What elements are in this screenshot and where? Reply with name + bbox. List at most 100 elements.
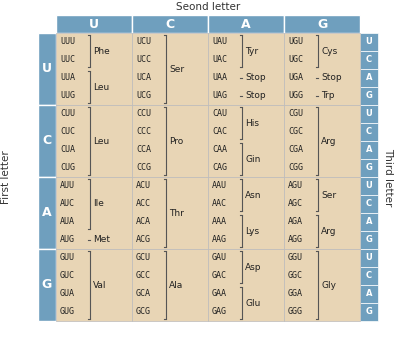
Text: GAU: GAU	[212, 253, 227, 262]
Bar	[56, 177, 132, 249]
Text: Asn: Asn	[245, 190, 262, 199]
Bar	[132, 15, 208, 33]
Text: ACU: ACU	[136, 182, 151, 190]
Text: CGG: CGG	[288, 163, 303, 173]
Bar	[56, 33, 132, 105]
Bar	[208, 249, 284, 321]
Text: AGA: AGA	[288, 217, 303, 226]
Text: First letter: First letter	[1, 150, 11, 204]
Bar	[360, 33, 378, 51]
Text: C: C	[366, 56, 372, 64]
Text: C: C	[366, 199, 372, 209]
Text: CGA: CGA	[288, 146, 303, 154]
Text: Arg: Arg	[321, 226, 336, 236]
Bar	[360, 159, 378, 177]
Bar	[360, 249, 378, 267]
Text: GGA: GGA	[288, 289, 303, 299]
Bar	[208, 177, 284, 249]
Text: UCC: UCC	[136, 56, 151, 64]
Text: GUA: GUA	[60, 289, 75, 299]
Bar	[38, 105, 56, 177]
Text: CCC: CCC	[136, 127, 151, 136]
Text: A: A	[366, 217, 372, 226]
Text: AAC: AAC	[212, 199, 227, 209]
Text: A: A	[366, 289, 372, 299]
Text: CAG: CAG	[212, 163, 227, 173]
Text: AAU: AAU	[212, 182, 227, 190]
Text: Thr: Thr	[169, 209, 184, 217]
Text: UUC: UUC	[60, 56, 75, 64]
Text: Lys: Lys	[245, 226, 259, 236]
Text: UCU: UCU	[136, 37, 151, 47]
Text: Third letter: Third letter	[383, 148, 393, 206]
Bar	[56, 105, 132, 177]
Text: AGG: AGG	[288, 236, 303, 245]
Text: GAC: GAC	[212, 272, 227, 280]
Bar	[38, 249, 56, 321]
Bar	[208, 15, 284, 33]
Text: CAC: CAC	[212, 127, 227, 136]
Text: C: C	[166, 18, 174, 30]
Text: Pro: Pro	[169, 136, 183, 146]
Text: UUA: UUA	[60, 74, 75, 83]
Text: CCA: CCA	[136, 146, 151, 154]
Text: U: U	[89, 18, 99, 30]
Text: U: U	[366, 37, 372, 47]
Text: G: G	[366, 236, 372, 245]
Text: UAG: UAG	[212, 91, 227, 100]
Text: CGU: CGU	[288, 110, 303, 119]
Text: G: G	[366, 308, 372, 316]
Text: AAG: AAG	[212, 236, 227, 245]
Text: Ala: Ala	[169, 280, 183, 289]
Bar	[360, 141, 378, 159]
Text: UCA: UCA	[136, 74, 151, 83]
Bar	[132, 33, 208, 105]
Text: UGU: UGU	[288, 37, 303, 47]
Bar	[360, 105, 378, 123]
Bar	[360, 87, 378, 105]
Text: ACG: ACG	[136, 236, 151, 245]
Text: G: G	[42, 279, 52, 292]
Text: A: A	[366, 146, 372, 154]
Text: CUG: CUG	[60, 163, 75, 173]
Text: GAG: GAG	[212, 308, 227, 316]
Text: U: U	[366, 182, 372, 190]
Text: UAU: UAU	[212, 37, 227, 47]
Text: Phe: Phe	[93, 47, 110, 56]
Text: GUG: GUG	[60, 308, 75, 316]
Bar	[360, 69, 378, 87]
Text: GCC: GCC	[136, 272, 151, 280]
Text: G: G	[366, 91, 372, 100]
Text: UGG: UGG	[288, 91, 303, 100]
Text: CGC: CGC	[288, 127, 303, 136]
Bar	[38, 177, 56, 249]
Text: GCG: GCG	[136, 308, 151, 316]
Text: GGG: GGG	[288, 308, 303, 316]
Text: UAA: UAA	[212, 74, 227, 83]
Text: GAA: GAA	[212, 289, 227, 299]
Text: CCU: CCU	[136, 110, 151, 119]
Bar	[284, 15, 360, 33]
Text: ACC: ACC	[136, 199, 151, 209]
Text: Tyr: Tyr	[245, 47, 258, 56]
Text: ACA: ACA	[136, 217, 151, 226]
Text: Glu: Glu	[245, 299, 260, 308]
Text: AUU: AUU	[60, 182, 75, 190]
Text: AUG: AUG	[60, 236, 75, 245]
Text: Leu: Leu	[93, 83, 109, 91]
Text: Seond letter: Seond letter	[176, 2, 240, 12]
Text: C: C	[366, 272, 372, 280]
Text: A: A	[241, 18, 251, 30]
Text: G: G	[366, 163, 372, 173]
Text: UGA: UGA	[288, 74, 303, 83]
Bar	[132, 177, 208, 249]
Bar	[208, 33, 284, 105]
Bar	[284, 105, 360, 177]
Text: Val: Val	[93, 280, 106, 289]
Text: G: G	[317, 18, 327, 30]
Text: AAA: AAA	[212, 217, 227, 226]
Bar	[360, 303, 378, 321]
Text: A: A	[366, 74, 372, 83]
Text: GUU: GUU	[60, 253, 75, 262]
Bar	[284, 249, 360, 321]
